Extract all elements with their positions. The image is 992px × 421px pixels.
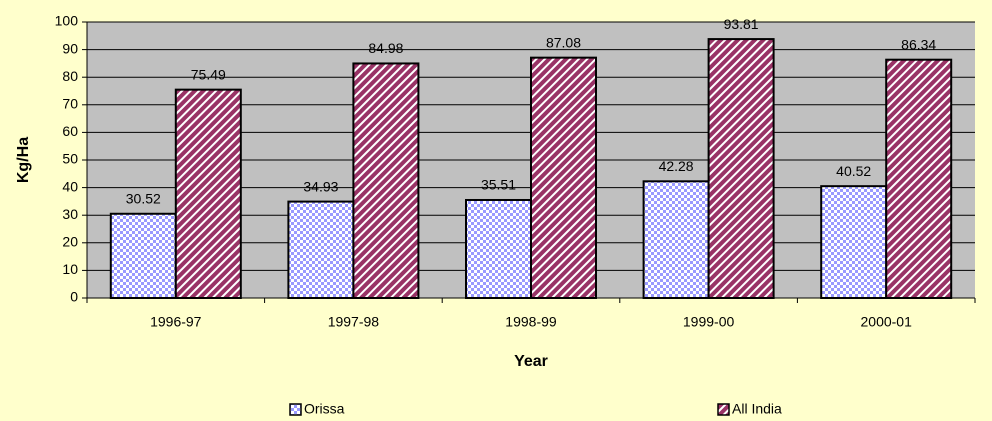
bar — [530, 56, 597, 300]
data-label: 75.49 — [191, 66, 226, 82]
x-tick-label: 1998-99 — [505, 314, 557, 330]
x-tick-label: 1999-00 — [683, 314, 735, 330]
bar — [109, 212, 177, 299]
legend-label: Orissa — [304, 401, 345, 417]
y-tick-label: 90 — [62, 40, 78, 56]
y-tick-label: 40 — [62, 178, 78, 194]
data-label: 86.34 — [901, 36, 936, 52]
data-label: 30.52 — [126, 190, 161, 206]
data-label: 42.28 — [659, 158, 694, 174]
y-tick-label: 0 — [70, 289, 78, 305]
y-tick-label: 20 — [62, 234, 78, 250]
y-tick-label: 60 — [62, 123, 78, 139]
bar — [820, 185, 888, 299]
data-label: 93.81 — [724, 16, 759, 32]
y-tick-label: 70 — [62, 96, 78, 112]
legend-label: All India — [732, 401, 782, 417]
data-label: 40.52 — [836, 163, 871, 179]
x-tick-label: 2000-01 — [861, 314, 913, 330]
bar — [642, 180, 710, 300]
y-tick-label: 50 — [62, 151, 78, 167]
bar — [465, 198, 532, 299]
data-label: 34.93 — [303, 178, 338, 194]
bar — [352, 62, 420, 299]
bar — [707, 38, 775, 299]
data-label: 35.51 — [481, 177, 516, 193]
bar — [885, 58, 953, 299]
y-tick-label: 80 — [62, 68, 78, 84]
y-tick-label: 100 — [55, 13, 79, 29]
x-tick-label: 1996-97 — [150, 314, 202, 330]
legend-swatch — [289, 403, 302, 416]
legend-swatch — [717, 403, 730, 416]
data-label: 84.98 — [368, 40, 403, 56]
bar — [287, 200, 355, 299]
x-axis-title: Year — [514, 353, 548, 370]
bar — [174, 88, 242, 299]
y-axis-title: Kg/Ha — [15, 137, 32, 183]
y-tick-label: 10 — [62, 261, 78, 277]
x-tick-label: 1997-98 — [328, 314, 380, 330]
y-tick-label: 30 — [62, 206, 78, 222]
data-label: 87.08 — [546, 34, 581, 50]
